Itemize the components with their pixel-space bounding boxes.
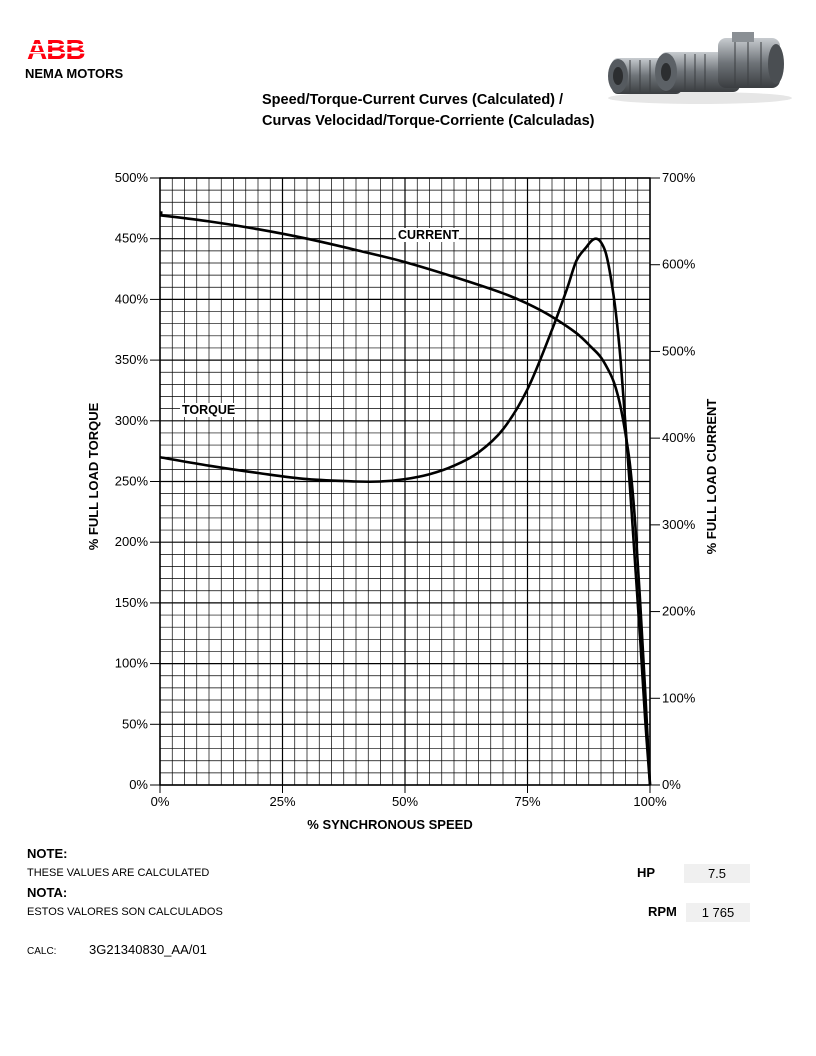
rpm-label: RPM <box>648 904 677 919</box>
y-left-axis-label: % FULL LOAD TORQUE <box>86 402 101 550</box>
chart-grid <box>159 177 651 786</box>
x-tick-label: 25% <box>269 794 295 809</box>
abb-logo-text: ABB <box>27 36 85 62</box>
y-right-tick-label: 0% <box>662 777 681 792</box>
note-label: NOTE: <box>27 846 68 861</box>
y-left-tick-label: 250% <box>115 474 149 489</box>
x-axis-label: % SYNCHRONOUS SPEED <box>307 817 472 832</box>
calc-label: CALC: <box>27 946 57 957</box>
y-left-tick-label: 0% <box>129 777 148 792</box>
nota-text: ESTOS VALORES SON CALCULADOS <box>27 906 223 918</box>
chart-curves <box>159 211 652 786</box>
title-line-2: Curvas Velocidad/Torque-Corriente (Calcu… <box>262 113 595 129</box>
y-right-tick-label: 200% <box>662 604 696 619</box>
chart-labels: % SYNCHRONOUS SPEED % FULL LOAD TORQUE % F… <box>86 228 719 832</box>
current-start-marker <box>160 211 163 215</box>
y-left-tick-label: 500% <box>115 170 149 185</box>
nota-label: NOTA: <box>27 885 68 900</box>
note-text: THESE VALUES ARE CALCULATED <box>27 867 210 879</box>
brand-subtitle: NEMA MOTORS <box>25 66 124 81</box>
y-left-tick-label: 400% <box>115 291 149 306</box>
x-tick-label: 100% <box>633 794 667 809</box>
y-right-axis-label: % FULL LOAD CURRENT <box>704 399 719 555</box>
calc-value: 3G21340830_AA/01 <box>89 942 207 957</box>
title-line-1: Speed/Torque-Current Curves (Calculated)… <box>262 92 564 108</box>
y-right-tick-label: 400% <box>662 430 696 445</box>
y-left-tick-label: 350% <box>115 352 149 367</box>
chart-ticks: 0% 50% 100% 150% 200% 250% 300% 350% 400% 450% 500… <box>115 170 696 809</box>
y-right-tick-label: 300% <box>662 517 696 532</box>
y-left-tick-label: 100% <box>115 656 149 671</box>
motor-image <box>608 32 792 104</box>
x-tick-label: 50% <box>392 794 418 809</box>
hp-value: 7.5 <box>684 864 750 883</box>
abb-logo: ABB <box>27 36 85 62</box>
series-line-current <box>159 213 652 786</box>
annotation-torque: TORQUE <box>182 403 235 417</box>
annotation-bg-current <box>396 228 459 242</box>
annotation-bg-torque <box>180 403 235 417</box>
y-right-tick-label: 600% <box>662 257 696 272</box>
y-right-tick-label: 500% <box>662 343 696 358</box>
chart-title: Speed/Torque-Current Curves (Calculated)… <box>262 90 595 132</box>
y-left-tick-label: 450% <box>115 231 149 246</box>
y-left-tick-label: 300% <box>115 413 149 428</box>
annotation-current: CURRENT <box>398 228 459 242</box>
x-tick-label: 75% <box>514 794 540 809</box>
x-tick-label: 0% <box>151 794 170 809</box>
y-right-tick-label: 100% <box>662 690 696 705</box>
y-left-tick-label: 150% <box>115 595 149 610</box>
y-left-tick-label: 50% <box>122 716 148 731</box>
rpm-value: 1 765 <box>686 903 750 922</box>
y-left-tick-label: 200% <box>115 534 149 549</box>
y-right-tick-label: 700% <box>662 170 696 185</box>
hp-label: HP <box>637 865 656 880</box>
series-line-torque <box>159 237 652 786</box>
